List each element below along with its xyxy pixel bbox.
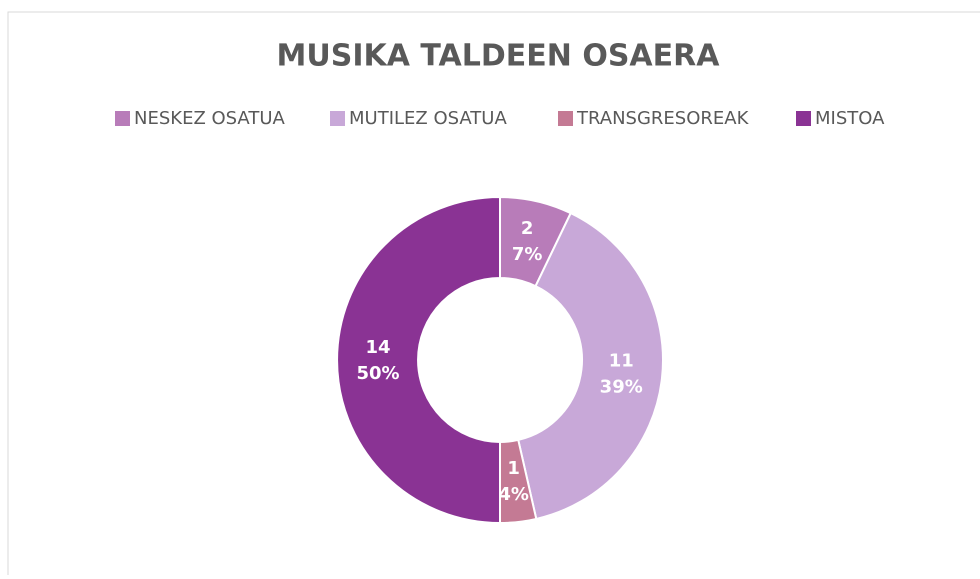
legend-swatch bbox=[796, 111, 811, 126]
legend-swatch bbox=[330, 111, 345, 126]
data-label: 14 bbox=[365, 337, 390, 358]
legend-label: MUTILEZ OSATUA bbox=[349, 108, 507, 129]
data-label: 11 bbox=[609, 351, 634, 372]
donut-slice bbox=[517, 211, 664, 521]
legend-label: NESKEZ OSATUA bbox=[134, 108, 286, 129]
legend-swatch bbox=[115, 111, 130, 126]
percent-label: 50% bbox=[356, 363, 399, 384]
legend-swatch bbox=[558, 111, 573, 126]
percent-label: 7% bbox=[512, 244, 543, 265]
percent-label: 4% bbox=[498, 484, 529, 505]
legend-label: TRANSGRESOREAK bbox=[576, 108, 750, 129]
data-label: 2 bbox=[521, 218, 534, 239]
donut-slice bbox=[336, 195, 501, 525]
data-label: 1 bbox=[507, 458, 520, 479]
percent-label: 39% bbox=[600, 377, 643, 398]
legend-label: MISTOA bbox=[815, 108, 885, 129]
chart-title: MUSIKA TALDEEN OSAERA bbox=[277, 39, 721, 74]
